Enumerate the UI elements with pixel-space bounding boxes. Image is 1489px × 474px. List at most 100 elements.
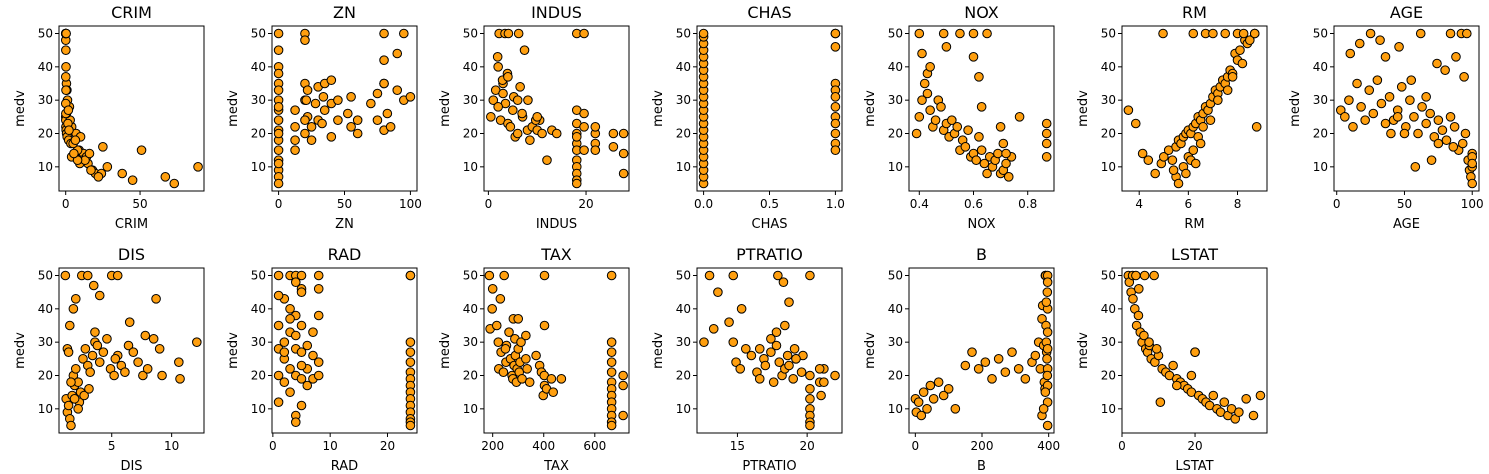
data-point <box>971 155 982 165</box>
y-tick-label: 30 <box>676 93 691 107</box>
x-tick-label: 0.8 <box>1018 197 1037 211</box>
data-point <box>539 270 550 281</box>
data-point <box>1449 122 1460 132</box>
points-tax <box>484 270 628 431</box>
data-point <box>771 327 782 337</box>
data-point <box>768 377 779 387</box>
y-tick-label: 40 <box>463 302 478 316</box>
y-tick-label: 50 <box>676 269 691 283</box>
x-axis-label-tax: TAX <box>543 459 569 474</box>
data-point <box>618 410 628 421</box>
y-tick-label: 50 <box>888 269 903 283</box>
x-axis-label-rad: RAD <box>331 459 358 474</box>
y-tick-label: 20 <box>38 127 53 141</box>
data-point <box>1238 28 1249 39</box>
data-point <box>788 374 799 384</box>
data-point <box>273 28 284 39</box>
data-point <box>300 128 310 139</box>
data-point <box>579 28 589 39</box>
data-point <box>914 28 925 39</box>
y-tick-label: 30 <box>1101 335 1116 349</box>
data-point <box>917 48 927 59</box>
data-point <box>313 370 324 381</box>
data-point <box>579 108 589 119</box>
panel-tax: TAX 200 400 600 10 20 30 40 50 TAX medv <box>438 245 630 474</box>
data-point <box>1144 337 1154 347</box>
data-point <box>117 168 128 179</box>
x-tick-label: 8 <box>1234 197 1242 211</box>
data-point <box>300 35 310 45</box>
data-point <box>313 310 324 321</box>
data-point <box>517 108 527 119</box>
y-tick-label: 20 <box>463 369 478 383</box>
data-point <box>109 370 119 381</box>
data-point <box>92 340 103 351</box>
data-point <box>1251 122 1262 132</box>
panel-title-b: B <box>976 245 987 264</box>
points-chas <box>698 28 841 189</box>
x-tick-label: 20 <box>800 439 815 453</box>
data-point <box>492 52 503 62</box>
data-point <box>943 384 954 394</box>
data-point <box>1151 344 1162 354</box>
plot-frame-dis <box>58 267 205 434</box>
data-point <box>606 347 617 357</box>
data-point <box>1168 360 1178 371</box>
data-point <box>1433 138 1444 149</box>
y-axis-label-indus: medv <box>438 90 453 127</box>
data-point <box>296 400 307 411</box>
data-point <box>1139 330 1149 341</box>
x-tick-label: 50 <box>132 197 147 211</box>
panel-zn: ZN 0 50 100 10 20 30 40 50 ZN medv <box>226 3 422 232</box>
data-point <box>1445 28 1456 39</box>
data-point <box>505 122 516 132</box>
data-point <box>1155 397 1166 407</box>
data-point <box>1421 92 1431 102</box>
data-point <box>1426 155 1437 165</box>
data-point <box>308 350 318 361</box>
data-point <box>1245 35 1255 45</box>
y-tick-label: 20 <box>38 369 53 383</box>
data-point <box>728 337 739 347</box>
data-point <box>771 340 782 351</box>
data-point <box>736 304 747 314</box>
y-tick-label: 50 <box>251 27 266 41</box>
data-point <box>933 377 944 387</box>
y-tick-label: 50 <box>1101 269 1116 283</box>
y-tick-label: 20 <box>888 369 903 383</box>
y-tick-label: 50 <box>676 27 691 41</box>
data-point <box>1462 28 1472 39</box>
data-point <box>503 72 513 82</box>
data-point <box>1394 42 1404 52</box>
data-point <box>1467 178 1478 189</box>
data-point <box>1255 390 1266 401</box>
data-point <box>70 294 81 304</box>
y-tick-label: 10 <box>676 160 691 174</box>
x-tick-label: 100 <box>399 197 422 211</box>
data-point <box>724 317 734 327</box>
y-tick-label: 20 <box>463 127 478 141</box>
data-point <box>78 354 88 364</box>
y-tick-label: 10 <box>888 160 903 174</box>
data-point <box>1432 58 1442 69</box>
data-point <box>1386 128 1396 139</box>
data-point <box>1042 354 1052 364</box>
y-tick-label: 30 <box>38 335 53 349</box>
data-point <box>728 270 739 281</box>
x-tick-label: 0 <box>62 197 70 211</box>
data-point <box>590 145 601 155</box>
data-point <box>754 344 765 354</box>
data-point <box>1133 310 1144 321</box>
data-point <box>154 344 165 354</box>
x-axis-label-age: AGE <box>1393 217 1420 232</box>
panel-nox: NOX 0.4 0.6 0.8 10 20 30 40 50 NOX medv <box>863 3 1055 232</box>
data-point <box>1460 128 1471 139</box>
data-point <box>952 122 963 132</box>
data-point <box>698 28 709 39</box>
data-point <box>290 145 300 155</box>
y-axis-label-dis: medv <box>13 332 28 369</box>
data-point <box>326 75 337 85</box>
data-point <box>317 118 327 129</box>
data-point <box>1445 112 1456 122</box>
data-point <box>979 158 990 169</box>
